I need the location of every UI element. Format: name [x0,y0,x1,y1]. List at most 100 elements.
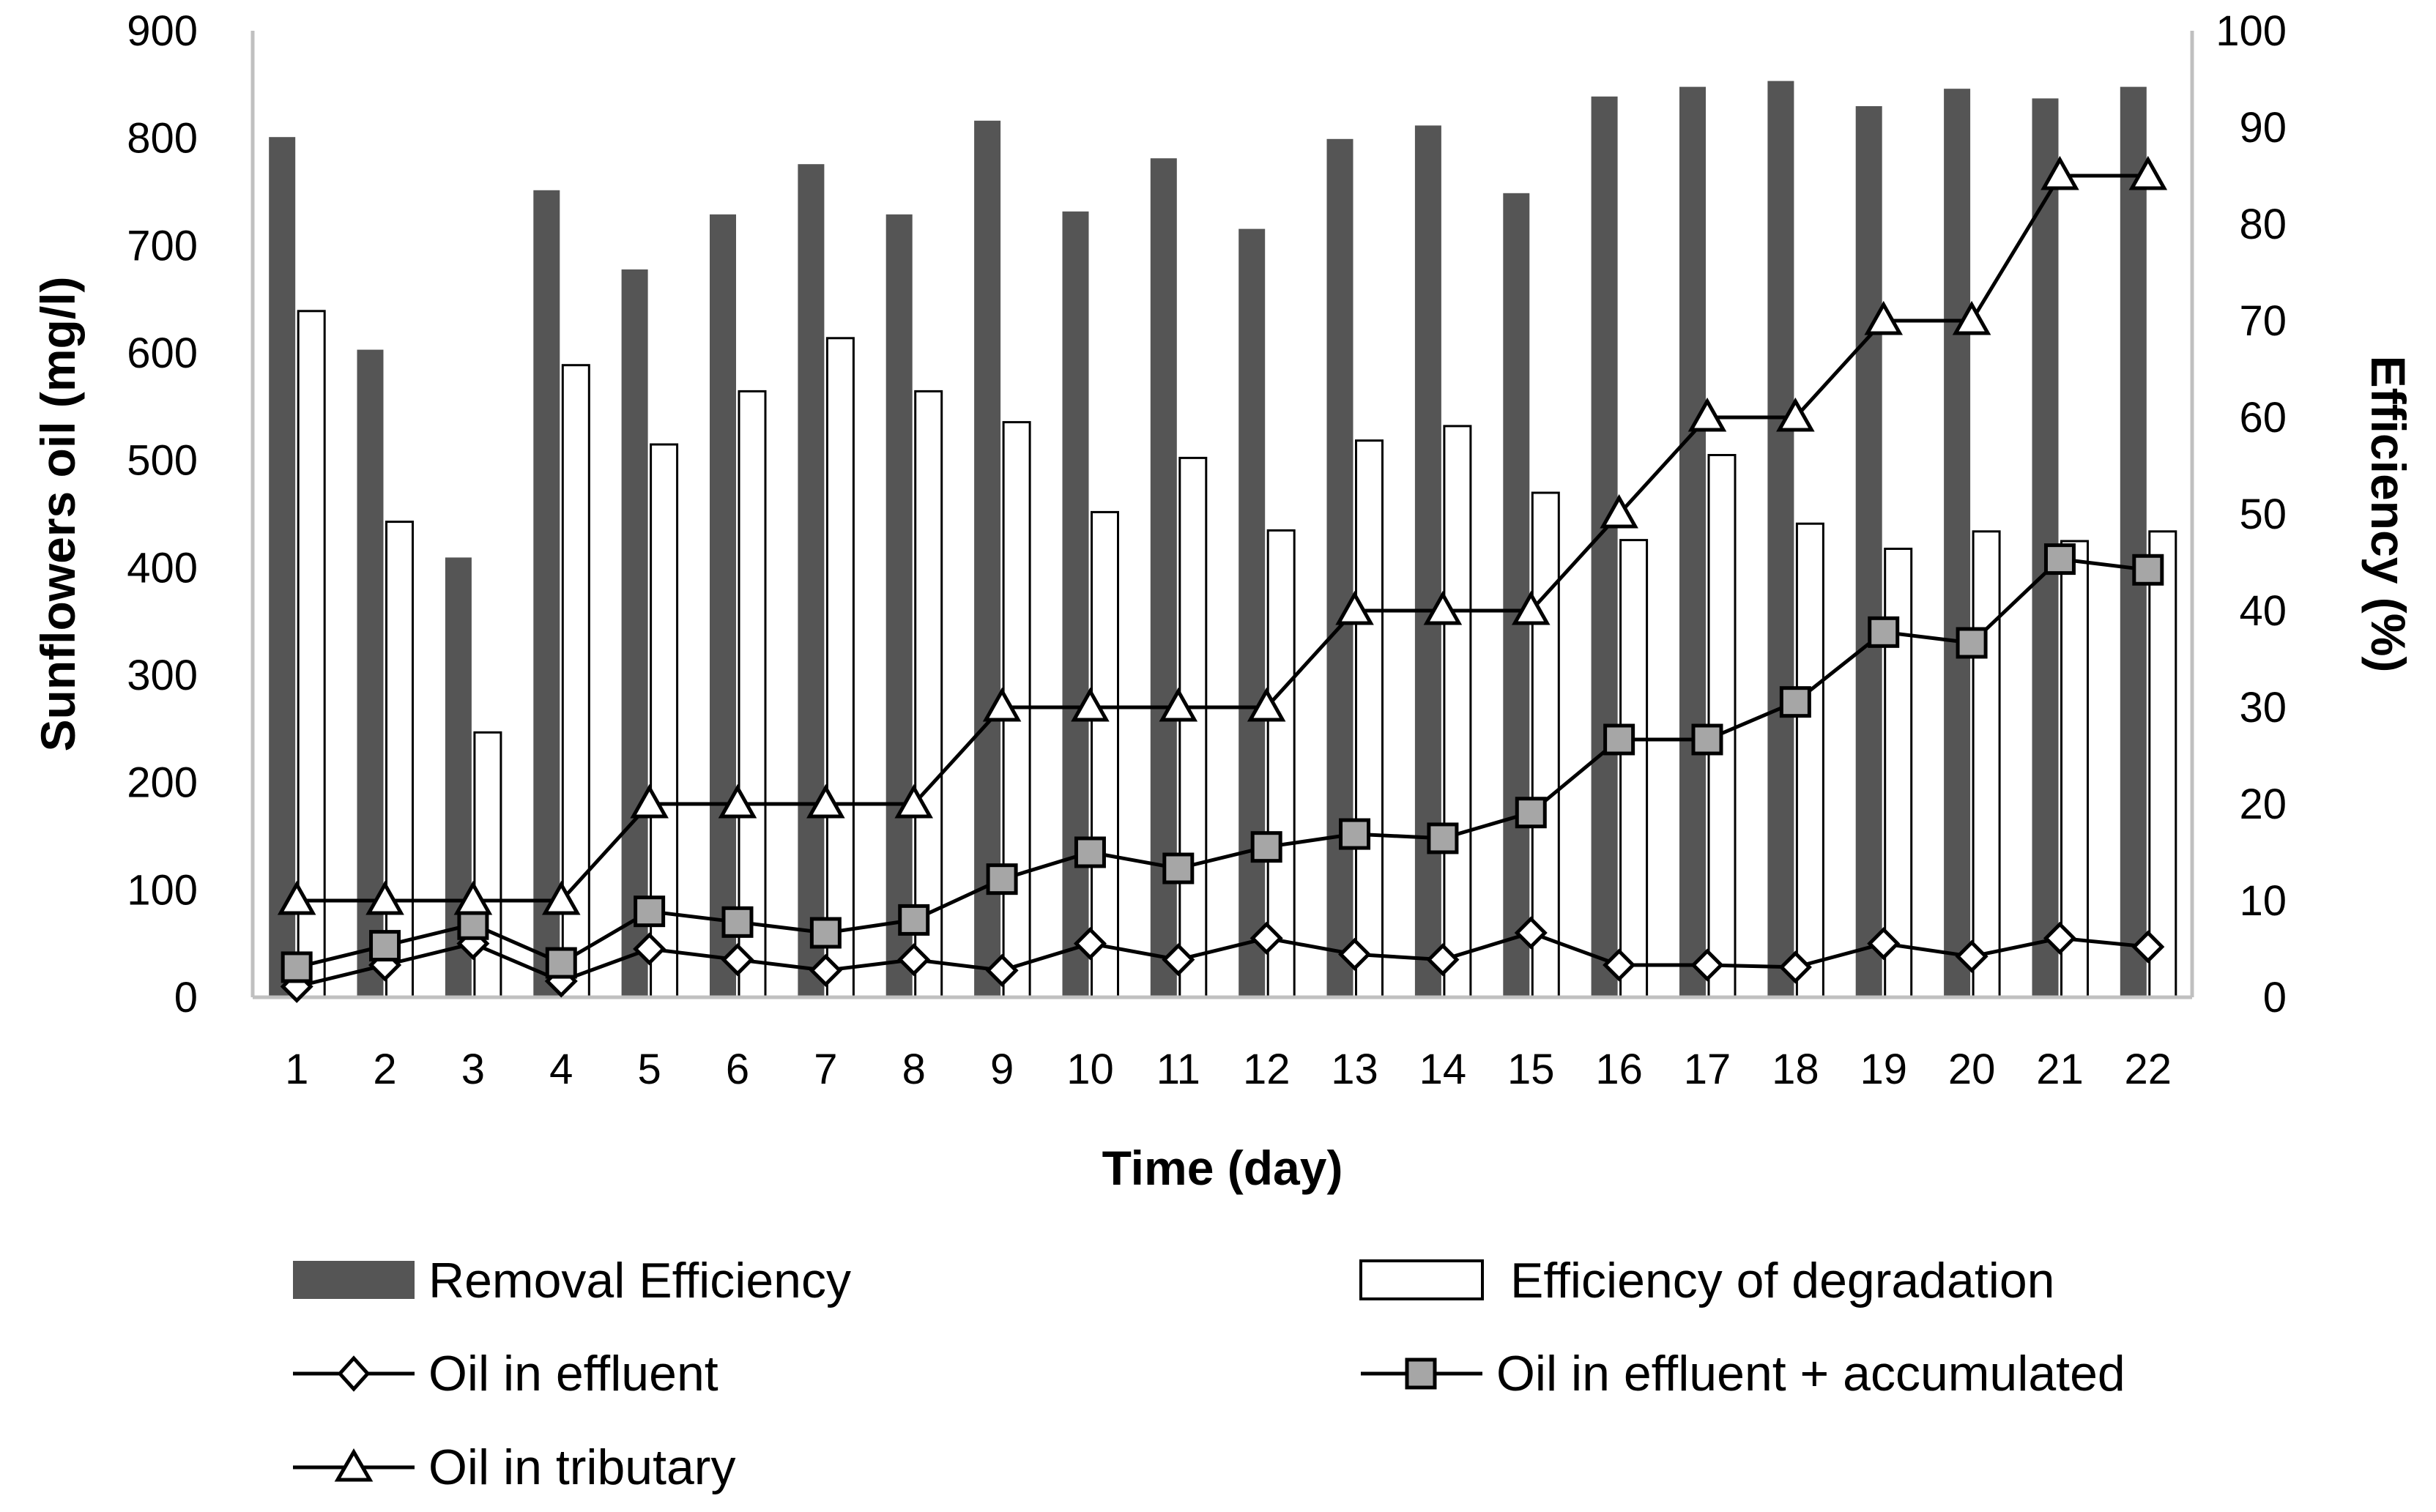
bar-efficiency-of-degradation-day-1 [297,310,326,999]
point-oil-in-effluent-accumulated-day-9 [986,863,1018,895]
bar-efficiency-of-degradation-day-2 [385,521,414,999]
x-tick-15: 15 [1507,1046,1555,1093]
legend-marker-square [1405,1358,1437,1390]
point-oil-in-effluent-day-8 [897,943,931,977]
y-left-tick-300: 300 [127,652,198,699]
bar-removal-efficiency-day-1 [269,137,296,998]
bar-removal-efficiency-day-17 [1679,86,1706,998]
point-oil-in-effluent-day-12 [1249,921,1283,955]
y-left-tick-200: 200 [127,759,198,807]
legend-swatch-removal-efficiency [293,1261,415,1299]
x-tick-1: 1 [285,1046,308,1093]
y-right-tick-90: 90 [2239,104,2287,152]
y-right-tick-80: 80 [2239,201,2287,248]
bar-removal-efficiency-day-8 [885,214,913,997]
ticks-layer: 0 100 200 300 400 500 600 700 800 900 0 10 20 30 40 50 6… [127,7,2287,1093]
y-right-tick-50: 50 [2239,491,2287,538]
point-oil-in-tributary-day-20 [1952,300,1991,335]
point-oil-in-tributary-day-13 [1335,590,1374,625]
point-oil-in-tributary-day-18 [1776,397,1815,432]
bar-removal-efficiency-day-13 [1326,138,1353,997]
point-oil-in-tributary-day-15 [1511,590,1551,625]
point-oil-in-effluent-accumulated-day-2 [369,930,401,962]
y-right-tick-40: 40 [2239,587,2287,635]
point-oil-in-effluent-accumulated-day-8 [898,904,930,936]
x-tick-10: 10 [1066,1046,1114,1093]
point-oil-in-effluent-day-21 [2043,921,2076,955]
point-oil-in-effluent-day-14 [1426,943,1460,977]
bar-removal-efficiency-day-18 [1767,81,1794,998]
x-tick-13: 13 [1331,1046,1378,1093]
y-right-tick-70: 70 [2239,297,2287,345]
point-oil-in-tributary-day-16 [1600,494,1638,529]
point-oil-in-effluent-accumulated-day-11 [1162,852,1195,885]
point-oil-in-effluent-day-18 [1778,950,1812,984]
x-tick-18: 18 [1772,1046,1819,1093]
bar-removal-efficiency-day-6 [710,214,736,997]
bar-efficiency-of-degradation-day-16 [1619,539,1649,999]
legend-label-oil-in-tributary: Oil in tributary [428,1440,735,1495]
line-oil-in-effluent [296,931,2149,988]
point-oil-in-tributary-day-6 [718,783,757,819]
bar-efficiency-of-degradation-day-13 [1355,439,1384,999]
point-oil-in-tributary-day-3 [453,880,493,915]
legend-marker-diamond [337,1355,371,1392]
point-oil-in-effluent-day-13 [1338,937,1372,971]
legend-item-oil-in-tributary: Oil in tributary [293,1440,735,1495]
x-tick-7: 7 [814,1046,837,1093]
point-oil-in-effluent-day-11 [1162,943,1195,977]
bar-efficiency-of-degradation-day-15 [1531,491,1560,999]
x-tick-17: 17 [1684,1046,1731,1093]
line-oil-in-effluent-accumulated [296,556,2149,969]
x-tick-5: 5 [637,1046,661,1093]
bar-removal-efficiency-day-5 [621,269,648,997]
bar-removal-efficiency-day-22 [2120,86,2147,998]
x-tick-4: 4 [549,1046,573,1093]
bar-removal-efficiency-day-7 [798,164,825,998]
point-oil-in-effluent-accumulated-day-17 [1691,723,1723,756]
bar-efficiency-of-degradation-day-20 [1972,530,2001,999]
legend-label-oil-in-effluent: Oil in effluent [428,1346,718,1401]
point-oil-in-effluent-accumulated-day-7 [809,917,842,949]
bar-removal-efficiency-day-19 [1855,106,1882,997]
point-oil-in-tributary-day-17 [1687,397,1727,432]
bar-efficiency-of-degradation-day-6 [738,390,767,999]
bar-efficiency-of-degradation-day-10 [1091,510,1119,999]
y-right-tick-0: 0 [2263,974,2287,1021]
point-oil-in-effluent-day-15 [1514,916,1548,950]
y-right-tick-60: 60 [2239,394,2287,442]
point-oil-in-effluent-accumulated-day-5 [634,895,666,928]
point-oil-in-effluent-accumulated-day-1 [281,951,313,983]
bar-removal-efficiency-day-14 [1414,125,1441,997]
y-left-tick-800: 800 [127,115,198,163]
bar-efficiency-of-degradation-day-3 [473,731,502,999]
legend-marker-triangle [334,1448,374,1482]
legend-label-efficiency-of-degradation: Efficiency of degradation [1510,1253,2054,1308]
point-oil-in-tributary-day-4 [541,880,581,915]
y-left-tick-900: 900 [127,7,198,55]
x-tick-9: 9 [990,1046,1014,1093]
legend-item-efficiency-of-degradation: Efficiency of degradation [1359,1253,2054,1308]
x-tick-14: 14 [1419,1046,1467,1093]
legend-label-oil-in-effluent-accumulated: Oil in effluent + accumulated [1496,1346,2125,1401]
bar-removal-efficiency-day-2 [357,349,384,998]
point-oil-in-tributary-day-1 [277,880,316,915]
x-tick-12: 12 [1243,1046,1291,1093]
point-oil-in-tributary-day-12 [1247,687,1286,722]
point-oil-in-tributary-day-11 [1159,687,1198,722]
x-tick-11: 11 [1156,1046,1200,1093]
point-oil-in-effluent-accumulated-day-13 [1339,818,1371,850]
y-left-tick-0: 0 [174,974,198,1021]
point-oil-in-tributary-day-21 [2040,155,2079,190]
x-tick-16: 16 [1595,1046,1643,1093]
y-axis-left-title: Sunflowers oil (mg/l) [31,276,85,751]
x-tick-21: 21 [2036,1046,2084,1093]
axes-layer [250,31,2194,999]
legend-label-removal-efficiency: Removal Efficiency [428,1253,851,1308]
point-oil-in-tributary-day-19 [1864,300,1904,335]
point-oil-in-effluent-day-20 [1955,939,1988,973]
bar-removal-efficiency-day-16 [1591,96,1618,997]
point-oil-in-effluent-day-22 [2131,930,2165,964]
point-oil-in-effluent-accumulated-day-21 [2043,543,2076,576]
y-right-tick-100: 100 [2216,7,2287,55]
